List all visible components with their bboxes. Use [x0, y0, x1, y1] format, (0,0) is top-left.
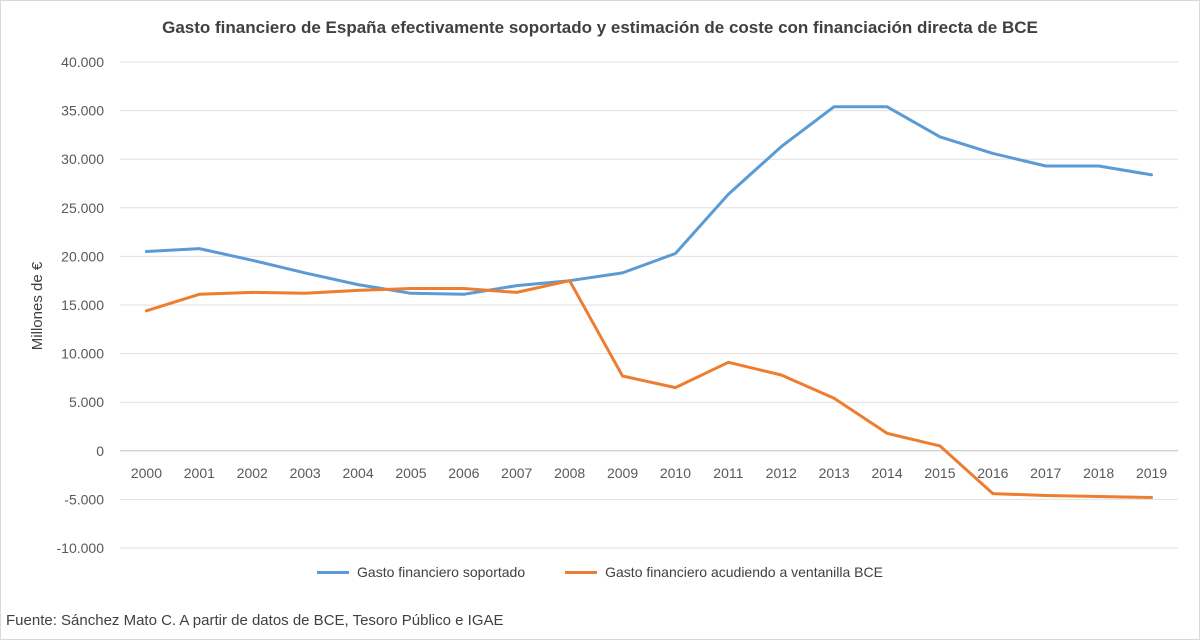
data-point	[145, 250, 148, 253]
data-point	[780, 373, 783, 377]
data-point	[568, 279, 571, 282]
data-point	[674, 252, 677, 255]
x-tick-label: 2007	[501, 465, 532, 481]
y-tick-label: 35.000	[61, 103, 104, 119]
x-tick-label: 2016	[977, 465, 1008, 481]
x-tick-label: 2009	[607, 465, 638, 481]
x-tick-label: 2005	[395, 465, 426, 481]
data-point	[409, 292, 413, 295]
data-point	[674, 386, 677, 389]
x-tick-label: 2006	[448, 465, 479, 481]
chart-title: Gasto financiero de España efectivamente…	[162, 18, 1038, 37]
legend-swatch-ventanilla-bce	[565, 570, 598, 574]
data-point	[727, 192, 730, 196]
data-point	[621, 271, 624, 275]
y-axis-ticks: -10.000 -5.000 0 5.000 10.000 15.000 20.000 25.…	[57, 54, 105, 556]
data-point	[251, 259, 254, 262]
legend-item-soportado: Gasto financiero soportado	[317, 564, 525, 580]
gridlines	[120, 61, 1178, 549]
y-tick-label: 20.000	[61, 248, 104, 264]
x-axis-ticks: 2000 2001 2002 2003 2004 2005 2006 2007 2008 2009…	[131, 465, 1167, 481]
data-point	[515, 284, 518, 287]
data-point	[198, 293, 201, 296]
series-line-1	[144, 279, 1153, 499]
source-note: Fuente: Sánchez Mato C. A partir de dato…	[6, 612, 504, 629]
y-tick-label: 5.000	[69, 394, 104, 410]
x-tick-label: 2012	[766, 465, 797, 481]
legend-label-ventanilla-bce: Gasto financiero acudiendo a ventanilla …	[605, 564, 883, 580]
y-tick-label: 0	[96, 443, 104, 459]
x-tick-label: 2002	[237, 465, 268, 481]
x-tick-label: 2008	[554, 465, 585, 481]
data-point	[1097, 164, 1100, 168]
x-tick-label: 2000	[131, 465, 162, 481]
data-point	[1044, 164, 1047, 168]
y-tick-label: 30.000	[61, 151, 104, 167]
data-point	[462, 293, 466, 296]
y-axis-label: Millones de €	[29, 261, 46, 350]
data-point	[515, 291, 518, 294]
x-tick-label: 2018	[1083, 465, 1114, 481]
legend-label-soportado: Gasto financiero soportado	[357, 564, 526, 580]
data-point	[1097, 495, 1100, 498]
data-point	[621, 374, 624, 378]
x-tick-label: 2019	[1136, 465, 1167, 481]
y-tick-label: 15.000	[61, 297, 104, 313]
data-point	[991, 152, 995, 155]
data-point	[727, 361, 730, 364]
data-point	[303, 292, 307, 295]
x-tick-label: 2011	[713, 465, 743, 481]
data-point	[462, 287, 466, 290]
y-tick-label: 25.000	[61, 200, 104, 216]
data-point	[198, 247, 201, 250]
data-point	[1150, 173, 1153, 176]
series-line-0	[144, 105, 1153, 296]
data-point	[251, 291, 254, 294]
x-tick-label: 2014	[871, 465, 902, 481]
data-point	[409, 287, 413, 290]
y-tick-label: -5.000	[64, 491, 104, 507]
data-point	[1150, 496, 1153, 499]
data-point	[832, 397, 836, 400]
y-tick-label: -10.000	[57, 540, 105, 556]
x-tick-label: 2004	[342, 465, 373, 481]
data-point	[832, 105, 836, 108]
legend-swatch-soportado	[317, 570, 350, 574]
legend: Gasto financiero soportado Gasto financi…	[0, 564, 1200, 580]
data-point	[145, 309, 148, 313]
x-tick-label: 2010	[660, 465, 691, 481]
x-tick-label: 2017	[1030, 465, 1061, 481]
x-tick-label: 2013	[819, 465, 850, 481]
data-point	[885, 105, 889, 108]
y-tick-label: 40.000	[61, 54, 104, 70]
data-point	[303, 271, 307, 275]
data-point	[885, 432, 889, 435]
data-point	[991, 492, 995, 495]
legend-item-ventanilla-bce: Gasto financiero acudiendo a ventanilla …	[565, 564, 883, 580]
data-point	[938, 444, 942, 448]
data-point	[356, 283, 360, 286]
data-point	[1044, 494, 1047, 497]
x-tick-label: 2001	[184, 465, 215, 481]
y-tick-label: 10.000	[61, 346, 104, 362]
x-tick-label: 2003	[290, 465, 321, 481]
data-point	[356, 289, 360, 292]
data-point	[780, 145, 783, 148]
x-tick-label: 2015	[924, 465, 955, 481]
data-point	[938, 135, 942, 139]
series-lines	[144, 105, 1153, 499]
